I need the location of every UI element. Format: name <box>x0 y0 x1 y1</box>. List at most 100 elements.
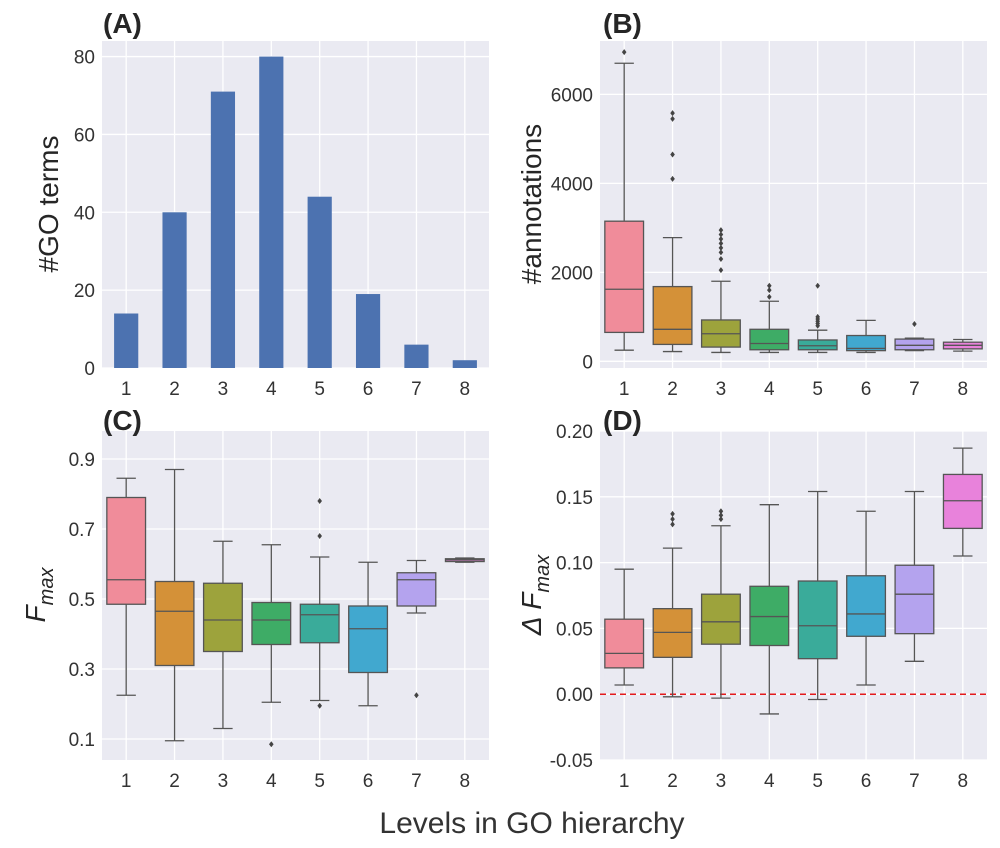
x-tick-label: 2 <box>169 771 180 792</box>
y-axis-label: Δ Fmax <box>516 554 554 636</box>
panel-label: (D) <box>603 405 642 436</box>
x-tick-label: 1 <box>619 771 630 792</box>
x-tick-label: 2 <box>667 379 678 400</box>
outlier-point <box>670 510 675 517</box>
box-iqr <box>396 572 437 607</box>
outlier-point <box>718 267 724 274</box>
panel-1: 0 20 40 60 80 1 2 3 4 5 6 7 8 (A) #GO terms <box>33 8 489 400</box>
outlier-point <box>815 282 820 289</box>
outlier-point <box>670 516 675 523</box>
x-tick-label: 8 <box>958 379 969 400</box>
x-tick-label: 6 <box>363 379 374 400</box>
outlier-point <box>718 244 724 251</box>
box-iqr <box>652 285 693 346</box>
boxplot-level-7 <box>894 320 935 352</box>
boxplot-level-4 <box>749 504 790 715</box>
y-tick-label: 60 <box>74 125 95 146</box>
boxplot-level-4 <box>251 544 292 748</box>
bar <box>404 344 429 368</box>
outlier-point <box>670 110 675 117</box>
boxplot-level-8 <box>942 338 983 352</box>
y-tick-label: 0.9 <box>69 450 95 471</box>
outlier-point <box>718 508 724 515</box>
y-axis-label-main: F <box>20 603 51 622</box>
boxplot-level-3 <box>700 508 741 699</box>
panel-label: (C) <box>103 405 142 436</box>
outlier-point <box>718 240 724 247</box>
box-iqr <box>202 582 243 653</box>
boxplot-level-8 <box>444 557 485 563</box>
boxplot-level-1 <box>604 568 645 686</box>
box-iqr <box>652 608 693 659</box>
y-tick-label: 6000 <box>551 85 593 106</box>
bar <box>452 360 477 368</box>
x-tick-label: 8 <box>958 771 969 792</box>
y-axis-label: #annotations <box>516 124 547 284</box>
bar <box>307 196 332 368</box>
boxplot-level-7 <box>396 559 437 699</box>
boxplot-level-6 <box>846 510 887 686</box>
x-tick-label: 2 <box>667 771 678 792</box>
outlier-point <box>815 313 820 320</box>
x-tick-label: 5 <box>314 379 325 400</box>
x-tick-label: 3 <box>218 771 229 792</box>
y-tick-label: 0.05 <box>556 619 593 640</box>
box-iqr <box>749 585 790 647</box>
y-tick-label: 0 <box>84 359 95 380</box>
boxplot-level-1 <box>106 477 147 696</box>
boxplot-level-3 <box>700 227 741 354</box>
outlier-point <box>718 512 724 519</box>
boxplot-level-5 <box>299 498 340 709</box>
outlier-point <box>269 741 274 748</box>
y-axis-label-main: Δ F <box>516 591 547 637</box>
box-iqr <box>348 605 389 674</box>
x-tick-label: 6 <box>861 379 872 400</box>
outlier-point <box>912 320 917 327</box>
outlier-point <box>718 231 724 238</box>
box-iqr <box>894 564 935 635</box>
x-tick-label: 8 <box>460 771 471 792</box>
x-tick-label: 4 <box>764 379 775 400</box>
boxplot-level-2 <box>652 510 693 698</box>
boxplot-level-2 <box>154 468 195 742</box>
box-iqr <box>846 575 887 637</box>
outlier-point <box>670 151 675 158</box>
boxplot-level-5 <box>797 490 838 701</box>
y-axis-label-subscript: max <box>36 567 58 606</box>
outlier-point <box>767 287 772 294</box>
y-tick-label: 0.5 <box>69 590 95 611</box>
y-axis-label: Fmax <box>20 567 58 623</box>
box-iqr <box>154 580 195 667</box>
x-tick-label: 7 <box>909 771 920 792</box>
outlier-point <box>317 702 322 709</box>
outlier-point <box>718 516 724 523</box>
box-iqr <box>251 601 292 646</box>
panel-label: (A) <box>103 8 142 39</box>
x-tick-label: 4 <box>764 771 775 792</box>
x-tick-label: 1 <box>619 379 630 400</box>
box-iqr <box>942 473 983 530</box>
outlier-point <box>670 115 675 122</box>
y-tick-label: 0 <box>582 352 593 373</box>
outlier-point <box>670 521 675 528</box>
boxplot-level-7 <box>894 490 935 662</box>
bar <box>259 56 284 368</box>
x-tick-label: 4 <box>266 771 277 792</box>
outlier-point <box>317 498 322 504</box>
outlier-point <box>414 692 419 699</box>
y-tick-label: 40 <box>74 203 95 224</box>
bar <box>162 212 187 368</box>
y-tick-label: 4000 <box>551 174 593 195</box>
box-iqr <box>106 496 147 605</box>
y-tick-label: 0.1 <box>69 730 95 751</box>
x-tick-label: 1 <box>121 771 132 792</box>
y-axis-label: #GO terms <box>33 136 64 273</box>
panel-3: 0.1 0.3 0.5 0.7 0.9 1 2 3 4 5 6 7 8 (C) Fmax <box>20 405 489 792</box>
outlier-point <box>767 293 772 300</box>
y-tick-label: 0.10 <box>556 554 593 575</box>
y-tick-label: -0.05 <box>550 751 593 772</box>
bar <box>355 294 381 368</box>
outlier-point <box>718 249 724 256</box>
